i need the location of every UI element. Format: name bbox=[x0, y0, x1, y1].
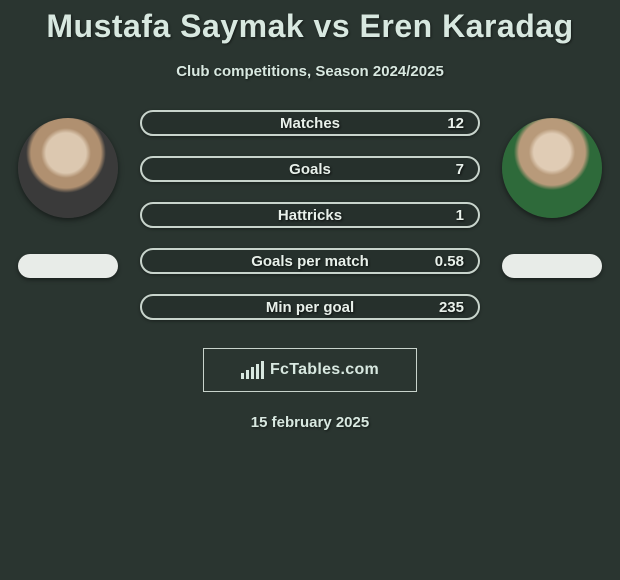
stat-value: 235 bbox=[439, 299, 464, 316]
player-right-avatar bbox=[502, 118, 602, 218]
stat-value: 1 bbox=[456, 207, 464, 224]
stats-list: Matches 12 Goals 7 Hattricks 1 Goals per… bbox=[140, 110, 480, 320]
logo-text: FcTables.com bbox=[270, 361, 379, 379]
stat-value: 12 bbox=[447, 115, 464, 132]
player-left-badge bbox=[18, 254, 118, 278]
player-left-avatar bbox=[18, 118, 118, 218]
bar-chart-icon bbox=[241, 361, 264, 379]
stat-label: Goals per match bbox=[251, 253, 369, 270]
player-right-badge bbox=[502, 254, 602, 278]
stat-label: Min per goal bbox=[266, 299, 354, 316]
logo-box: FcTables.com bbox=[203, 348, 417, 392]
date-label: 15 february 2025 bbox=[0, 414, 620, 431]
stat-value: 7 bbox=[456, 161, 464, 178]
player-right-column bbox=[502, 118, 602, 278]
stat-row-min-per-goal: Min per goal 235 bbox=[140, 294, 480, 320]
stat-label: Hattricks bbox=[278, 207, 342, 224]
stat-label: Matches bbox=[280, 115, 340, 132]
page-title: Mustafa Saymak vs Eren Karadag bbox=[0, 0, 620, 45]
stat-row-hattricks: Hattricks 1 bbox=[140, 202, 480, 228]
stat-value: 0.58 bbox=[435, 253, 464, 270]
stat-label: Goals bbox=[289, 161, 331, 178]
player-left-column bbox=[18, 118, 118, 278]
stat-row-goals: Goals 7 bbox=[140, 156, 480, 182]
stat-row-goals-per-match: Goals per match 0.58 bbox=[140, 248, 480, 274]
stat-row-matches: Matches 12 bbox=[140, 110, 480, 136]
comparison-area: Matches 12 Goals 7 Hattricks 1 Goals per… bbox=[0, 118, 620, 320]
subtitle: Club competitions, Season 2024/2025 bbox=[0, 63, 620, 80]
